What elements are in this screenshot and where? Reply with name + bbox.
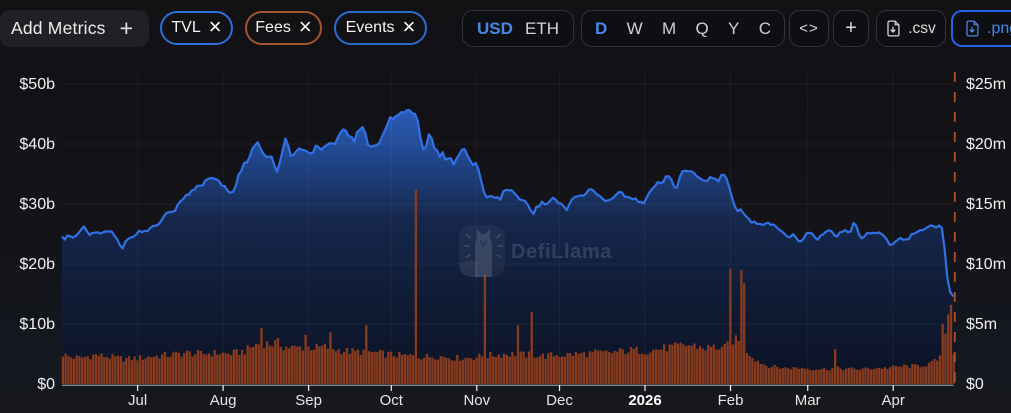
svg-text:Feb: Feb [718, 392, 744, 409]
svg-text:Mar: Mar [795, 392, 821, 409]
svg-text:$20b: $20b [19, 256, 55, 273]
svg-text:Aug: Aug [210, 392, 237, 409]
svg-text:$25m: $25m [966, 76, 1006, 93]
svg-text:Apr: Apr [882, 392, 905, 409]
svg-text:Sep: Sep [295, 392, 322, 409]
svg-text:$40b: $40b [19, 136, 55, 153]
svg-text:$50b: $50b [19, 76, 55, 93]
svg-text:$0: $0 [37, 376, 55, 393]
svg-text:DefiLlama: DefiLlama [511, 241, 612, 263]
svg-text:Dec: Dec [546, 392, 573, 409]
svg-text:$10m: $10m [966, 256, 1006, 273]
svg-text:$20m: $20m [966, 136, 1006, 153]
svg-text:Jul: Jul [128, 392, 147, 409]
svg-text:$30b: $30b [19, 196, 55, 213]
svg-text:$10b: $10b [19, 316, 55, 333]
svg-text:$5m: $5m [966, 316, 997, 333]
svg-text:$0: $0 [966, 376, 984, 393]
svg-text:$15m: $15m [966, 196, 1006, 213]
svg-text:Nov: Nov [463, 392, 490, 409]
svg-text:2026: 2026 [628, 392, 661, 409]
svg-text:Oct: Oct [380, 392, 404, 409]
